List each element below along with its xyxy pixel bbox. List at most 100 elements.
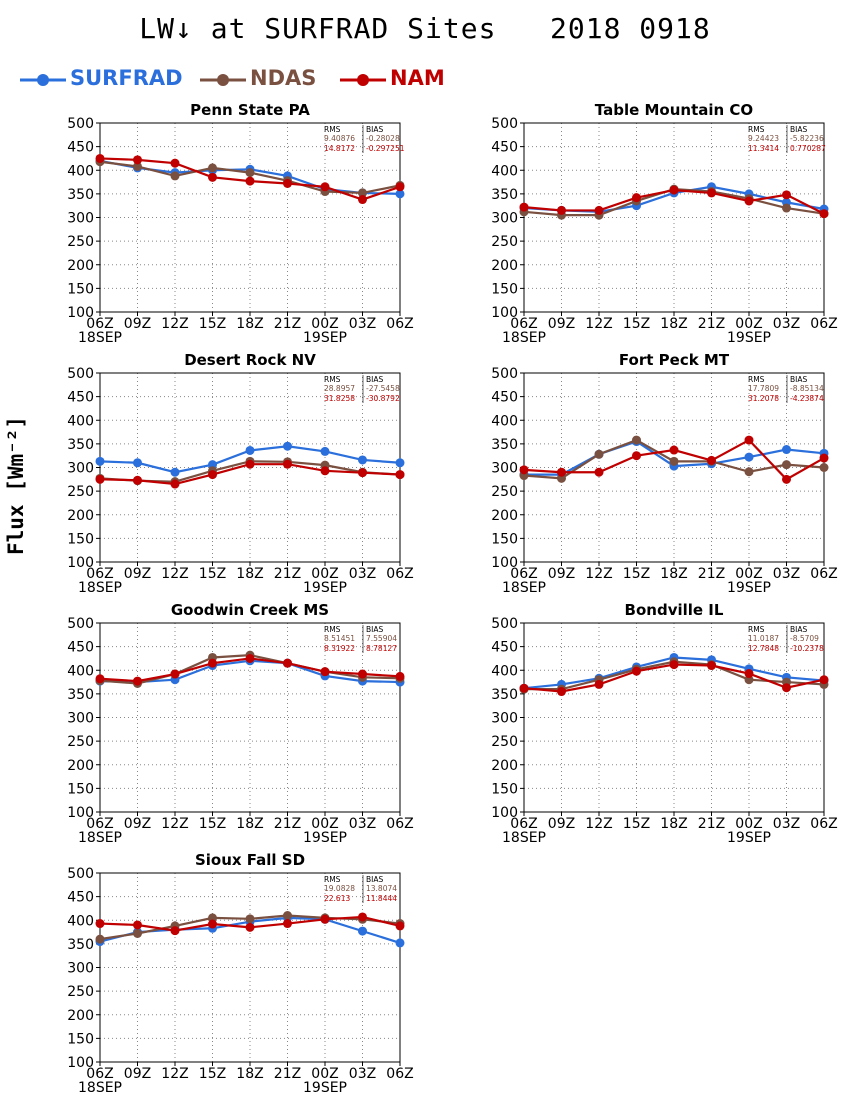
chart-panel: Fort Peck MT 100 150 200 250 300 350 400 450 500 0…: [491, 351, 837, 596]
data-point-nam: [519, 202, 529, 212]
x-date-label: 18SEP: [78, 1080, 122, 1096]
x-date-label: 19SEP: [303, 580, 347, 596]
stats-header-bias: BIAS: [790, 375, 807, 384]
x-tick-label: 06Z: [386, 316, 413, 332]
data-point-nam: [557, 205, 566, 215]
x-tick-label: 09Z: [548, 316, 575, 332]
x-tick-label: 09Z: [124, 566, 151, 582]
y-tick-label: 350: [67, 187, 94, 203]
y-tick-label: 350: [491, 687, 518, 703]
y-tick-label: 150: [491, 531, 518, 547]
data-point-ndas: [208, 163, 217, 173]
stats-rms-value: 22.613: [324, 894, 350, 903]
y-tick-label: 400: [491, 413, 518, 429]
y-tick-label: 150: [67, 531, 94, 547]
y-tick-label: 300: [491, 461, 518, 477]
data-point-ndas: [95, 934, 105, 944]
y-tick-label: 200: [67, 508, 94, 524]
chart-title: Goodwin Creek MS: [171, 601, 329, 619]
x-tick-label: 12Z: [161, 1066, 188, 1082]
y-tick-label: 500: [67, 366, 94, 382]
stats-header-rms: RMS: [324, 625, 341, 634]
data-point-surfrad: [395, 189, 405, 199]
data-point-nam: [283, 658, 292, 668]
data-point-ndas: [170, 171, 180, 181]
chart-panel: Bondville IL 100 150 200 250 300 350 400 450 500 0…: [491, 601, 837, 846]
x-tick-label: 15Z: [199, 316, 226, 332]
x-tick-label: 00Z: [735, 816, 762, 832]
stats-rms-value: 19.0828: [324, 884, 355, 893]
y-tick-label: 250: [67, 734, 94, 750]
y-tick-label: 100: [67, 555, 94, 571]
x-date-label: 19SEP: [727, 330, 771, 346]
data-point-ndas: [594, 449, 604, 459]
data-point-nam: [782, 190, 791, 200]
x-tick-label: 09Z: [124, 816, 151, 832]
x-date-label: 19SEP: [303, 330, 347, 346]
data-point-nam: [208, 172, 217, 182]
x-tick-label: 06Z: [510, 816, 537, 832]
y-tick-label: 100: [67, 1055, 94, 1071]
chart-panel: Sioux Fall SD 100 150 200 250 300 350 400 450 500…: [67, 851, 413, 1096]
y-tick-label: 150: [67, 281, 94, 297]
data-point-nam: [245, 922, 255, 932]
y-tick-label: 100: [67, 805, 94, 821]
y-tick-label: 500: [491, 616, 518, 632]
legend-swatch-nam: [340, 74, 386, 86]
x-tick-label: 06Z: [810, 566, 837, 582]
data-point-ndas: [669, 456, 679, 466]
x-tick-label: 12Z: [585, 316, 612, 332]
data-point-nam: [819, 209, 829, 219]
stats-header-rms: RMS: [324, 375, 341, 384]
x-tick-label: 06Z: [386, 1066, 413, 1082]
chart-title: Sioux Fall SD: [195, 851, 305, 869]
data-point-ndas: [133, 161, 142, 171]
x-tick-label: 18Z: [236, 816, 263, 832]
data-point-nam: [208, 658, 217, 668]
x-tick-label: 15Z: [623, 816, 650, 832]
data-point-nam: [819, 675, 829, 685]
y-tick-label: 300: [67, 961, 94, 977]
y-tick-label: 400: [491, 663, 518, 679]
y-tick-label: 300: [491, 711, 518, 727]
y-tick-label: 350: [67, 687, 94, 703]
y-tick-label: 100: [491, 555, 518, 571]
x-tick-label: 18Z: [236, 316, 263, 332]
y-tick-label: 350: [491, 187, 518, 203]
data-point-surfrad: [358, 455, 367, 465]
stats-rms-value: 28.8957: [324, 384, 355, 393]
data-point-surfrad: [320, 446, 330, 456]
x-tick-label: 21Z: [698, 316, 725, 332]
data-point-nam: [669, 185, 679, 195]
stats-rms-value: 31.8258: [324, 394, 355, 403]
y-tick-label: 400: [67, 163, 94, 179]
stats-bias-value: 0.770287: [790, 144, 826, 153]
data-point-nam: [245, 653, 255, 663]
stats-rms-value: 9.24423: [748, 134, 779, 143]
data-point-nam: [519, 465, 529, 475]
data-point-surfrad: [358, 926, 367, 936]
y-tick-label: 450: [67, 890, 94, 906]
x-date-label: 19SEP: [727, 830, 771, 846]
x-tick-label: 15Z: [623, 316, 650, 332]
chart-title: Fort Peck MT: [619, 351, 730, 369]
chart-title: Bondville IL: [625, 601, 724, 619]
stats-rms-value: 31.2078: [748, 394, 779, 403]
data-point-ndas: [819, 463, 829, 472]
x-tick-label: 00Z: [735, 566, 762, 582]
x-tick-label: 09Z: [124, 316, 151, 332]
data-point-ndas: [782, 203, 791, 213]
data-point-surfrad: [395, 458, 405, 468]
x-tick-label: 06Z: [86, 1066, 113, 1082]
data-point-nam: [744, 196, 754, 206]
data-point-nam: [395, 470, 405, 480]
x-tick-label: 12Z: [585, 816, 612, 832]
x-tick-label: 18Z: [660, 816, 687, 832]
y-tick-label: 200: [67, 1008, 94, 1024]
data-point-nam: [170, 479, 180, 489]
stats-rms-value: 14.8172: [324, 144, 355, 153]
y-tick-label: 250: [491, 234, 518, 250]
data-point-nam: [632, 666, 641, 676]
x-tick-label: 18Z: [236, 1066, 263, 1082]
data-point-nam: [320, 182, 330, 192]
